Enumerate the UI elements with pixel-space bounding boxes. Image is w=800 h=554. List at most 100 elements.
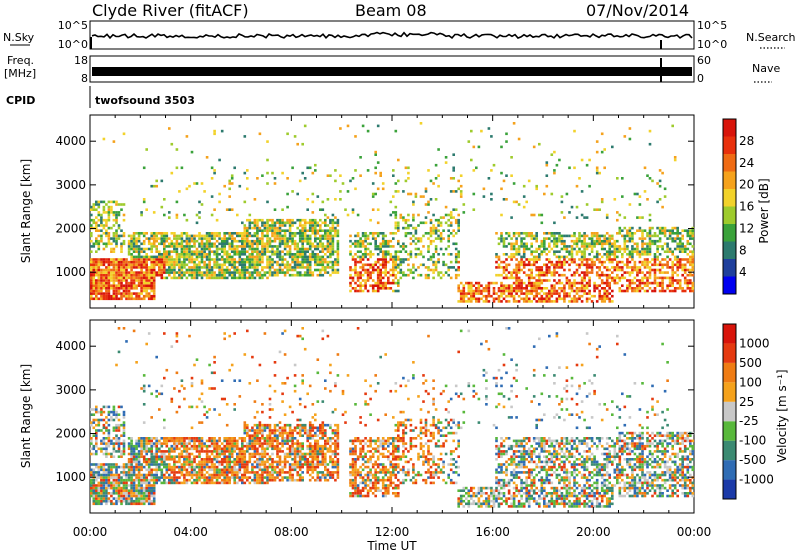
echo-cell <box>361 289 365 293</box>
echo-cell <box>656 258 659 261</box>
echo-cell <box>165 232 169 235</box>
echo-cell <box>311 250 315 253</box>
echo-cell <box>306 268 309 272</box>
echo-cell <box>331 266 335 269</box>
echo-cell <box>208 268 211 272</box>
echo-cell <box>122 473 126 477</box>
echo-cell <box>291 224 294 227</box>
echo-cell <box>517 268 521 272</box>
echo-cell <box>412 271 415 274</box>
echo-cell <box>633 276 637 280</box>
echo-cell <box>653 253 657 256</box>
echo-cell <box>122 232 126 235</box>
echo-cell <box>585 260 589 264</box>
echo-cell <box>228 182 231 185</box>
echo-cell <box>336 221 340 225</box>
echo-cell <box>127 239 131 243</box>
echo-cell <box>480 289 483 293</box>
echo-cell <box>193 273 196 277</box>
echo-cell <box>341 182 345 185</box>
echo-cell <box>477 300 481 303</box>
echo-cell <box>286 268 289 272</box>
freq-label: Freq. <box>7 54 34 67</box>
echo-cell <box>321 260 325 264</box>
echo-cell <box>183 442 186 445</box>
echo-cell <box>135 292 138 295</box>
echo-cell <box>366 129 370 133</box>
echo-cell <box>112 447 116 451</box>
echo-cell <box>205 232 209 235</box>
echo-cell <box>130 297 133 301</box>
echo-cell <box>218 253 221 256</box>
echo-cell <box>643 284 647 287</box>
echo-cell <box>170 400 174 403</box>
power-ylabel: Slant Range [km] <box>19 159 33 263</box>
echo-cell <box>588 237 591 240</box>
echo-cell <box>208 458 211 461</box>
echo-cell <box>626 234 629 238</box>
echo-cell <box>198 471 201 474</box>
echo-cell <box>316 253 320 256</box>
echo-cell <box>122 486 126 490</box>
echo-cell <box>608 292 611 295</box>
echo-cell <box>356 239 360 243</box>
echo-cell <box>180 239 184 243</box>
echo-cell <box>220 271 224 274</box>
echo-cell <box>326 271 330 274</box>
echo-cell <box>689 281 692 285</box>
echo-cell <box>273 239 277 243</box>
echo-cell <box>681 247 684 251</box>
echo-cell <box>681 287 684 290</box>
echo-cell <box>600 150 604 154</box>
echo-cell <box>150 271 153 274</box>
echo-cell <box>291 237 294 240</box>
echo-cell <box>590 245 594 248</box>
echo-cell <box>112 237 116 240</box>
echo-cell <box>97 289 101 293</box>
echo-cell <box>185 258 189 261</box>
echo-cell <box>573 284 576 287</box>
echo-cell <box>173 268 176 272</box>
echo-cell <box>497 297 501 301</box>
echo-cell <box>241 260 244 264</box>
echo-cell <box>291 266 294 269</box>
echo-cell <box>381 242 385 246</box>
echo-cell <box>535 289 538 293</box>
echo-cell <box>683 266 687 269</box>
echo-cell <box>105 276 108 280</box>
echo-cell <box>190 273 194 277</box>
echo-cell <box>152 481 156 485</box>
echo-cell <box>568 287 571 290</box>
echo-cell <box>316 195 320 198</box>
echo-cell <box>200 382 204 385</box>
echo-cell <box>107 471 111 474</box>
echo-cell <box>150 444 153 448</box>
echo-cell <box>555 263 559 267</box>
echo-cell <box>147 465 151 469</box>
echo-cell <box>452 216 455 219</box>
echo-cell <box>286 245 289 248</box>
echo-cell <box>198 397 201 401</box>
echo-cell <box>374 153 377 156</box>
echo-cell <box>354 273 357 277</box>
echo-cell <box>142 166 146 170</box>
echo-cell <box>100 218 103 222</box>
echo-cell <box>487 292 491 295</box>
echo-cell <box>291 273 294 277</box>
echo-cell <box>145 260 148 264</box>
echo-cell <box>122 463 126 466</box>
echo-cell <box>142 442 146 445</box>
echo-cell <box>127 497 131 500</box>
echo-cell <box>256 177 259 180</box>
echo-cell <box>303 271 307 274</box>
echo-cell <box>218 234 221 238</box>
echo-cell <box>132 473 136 477</box>
echo-cell <box>105 221 108 225</box>
echo-cell <box>374 237 377 240</box>
echo-cell <box>193 182 196 185</box>
echo-cell <box>545 287 549 290</box>
echo-cell <box>321 247 325 251</box>
echo-cell <box>686 247 690 251</box>
echo-cell <box>525 232 528 235</box>
echo-cell <box>638 289 642 293</box>
